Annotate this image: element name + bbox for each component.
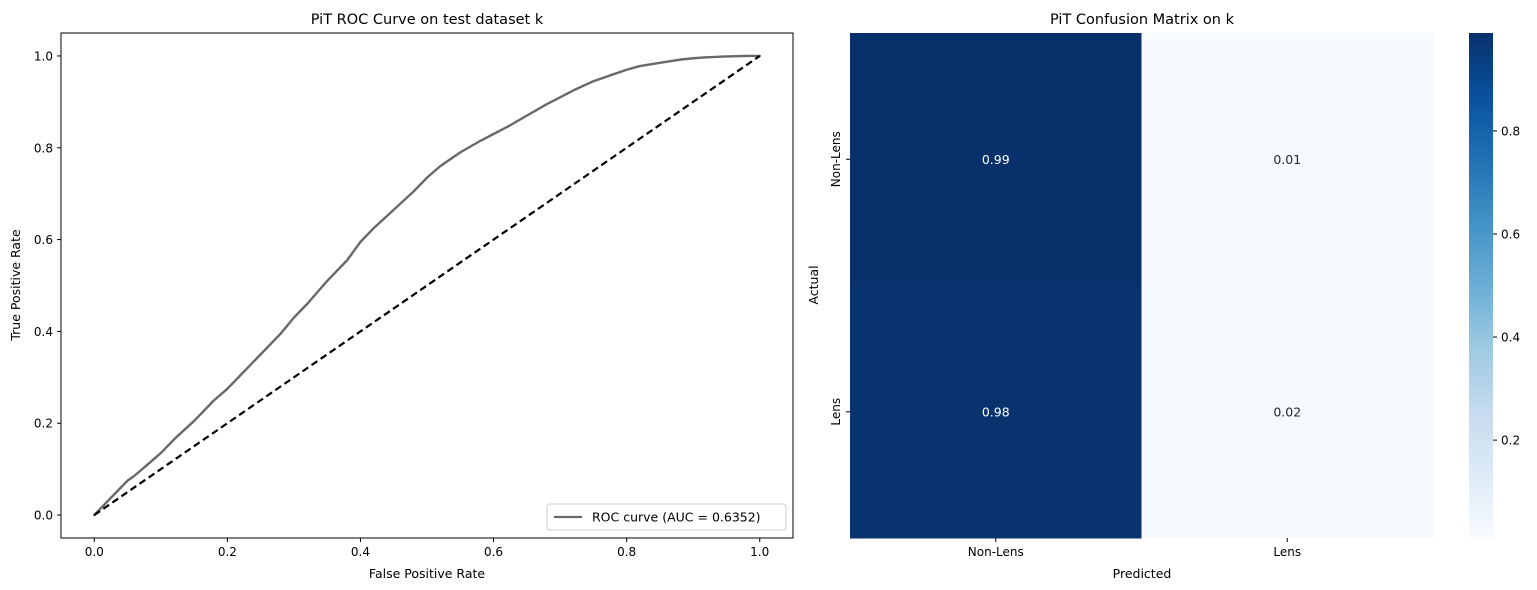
cm-title: PiT Confusion Matrix on k (1050, 12, 1235, 28)
roc-x-tick-label: 0.6 (484, 545, 503, 559)
roc-curve-line (93, 54, 761, 517)
colorbar (1469, 33, 1493, 538)
roc-x-tick-label: 0.2 (218, 545, 237, 559)
cm-cell (850, 285, 1142, 539)
roc-y-tick-label: 1.0 (34, 49, 53, 63)
cm-cell-label: 0.98 (982, 404, 1010, 419)
cm-cell-label: 0.02 (1273, 404, 1301, 419)
confusion-matrix-chart: PiT Confusion Matrix on k 0.99 0.010.98 0.… (806, 12, 1520, 581)
cm-y-tick-label: Lens (829, 398, 843, 426)
cm-ticks: Non-Lens Lens Non-Lens Lens (829, 131, 1301, 559)
cm-x-tick-label: Non-Lens (968, 545, 1024, 559)
cm-cell (1141, 285, 1434, 539)
roc-x-tick-label: 0.4 (351, 545, 370, 559)
colorbar-ticks: 0.2 0.4 0.6 0.8 (1493, 124, 1520, 448)
cm-y-axis-label: Actual (806, 265, 821, 304)
roc-y-tick-label: 0.0 (34, 509, 53, 523)
roc-x-ticks: 0.0 0.2 0.4 0.6 0.8 1.0 (85, 538, 769, 559)
roc-y-tick-label: 0.4 (34, 325, 53, 339)
roc-legend-box (546, 503, 787, 531)
cm-cell (1141, 33, 1434, 286)
roc-axes-frame (60, 32, 794, 539)
cm-cells: 0.99 0.01 0.98 0.02 (850, 33, 1434, 539)
roc-y-tick-label: 0.8 (34, 141, 53, 155)
roc-x-tick-label: 0.0 (85, 545, 104, 559)
roc-x-axis-label: False Positive Rate (369, 566, 485, 581)
roc-legend: ROC curve (AUC = 0.6352) (546, 503, 787, 531)
colorbar-tick-label: 0.4 (1501, 331, 1520, 345)
roc-plot-area (93, 54, 761, 517)
cm-x-axis-label: Predicted (1113, 566, 1172, 581)
roc-legend-label: ROC curve (AUC = 0.6352) (592, 510, 761, 525)
colorbar-tick-label: 0.6 (1501, 227, 1520, 241)
roc-x-tick-label: 1.0 (750, 545, 769, 559)
roc-y-axis-label: True Positive Rate (8, 229, 23, 342)
colorbar-tick-label: 0.2 (1501, 434, 1520, 448)
cm-cell (850, 33, 1142, 286)
roc-chance-line (93, 55, 761, 516)
roc-y-tick-label: 0.2 (34, 417, 53, 431)
cm-cell-label: 0.99 (982, 152, 1010, 167)
roc-y-ticks: 0.0 0.2 0.4 0.6 0.8 1.0 (34, 49, 61, 523)
colorbar-tick-label: 0.8 (1501, 124, 1520, 138)
cm-cell-label: 0.01 (1273, 152, 1301, 167)
roc-y-tick-label: 0.6 (34, 233, 53, 247)
cm-x-tick-label: Lens (1273, 545, 1301, 559)
cm-y-tick-label: Non-Lens (829, 131, 843, 187)
roc-chart: PiT ROC Curve on test dataset k 0.0 0.2 0.… (8, 12, 794, 581)
roc-title: PiT ROC Curve on test dataset k (311, 12, 544, 28)
roc-x-tick-label: 0.8 (617, 545, 636, 559)
